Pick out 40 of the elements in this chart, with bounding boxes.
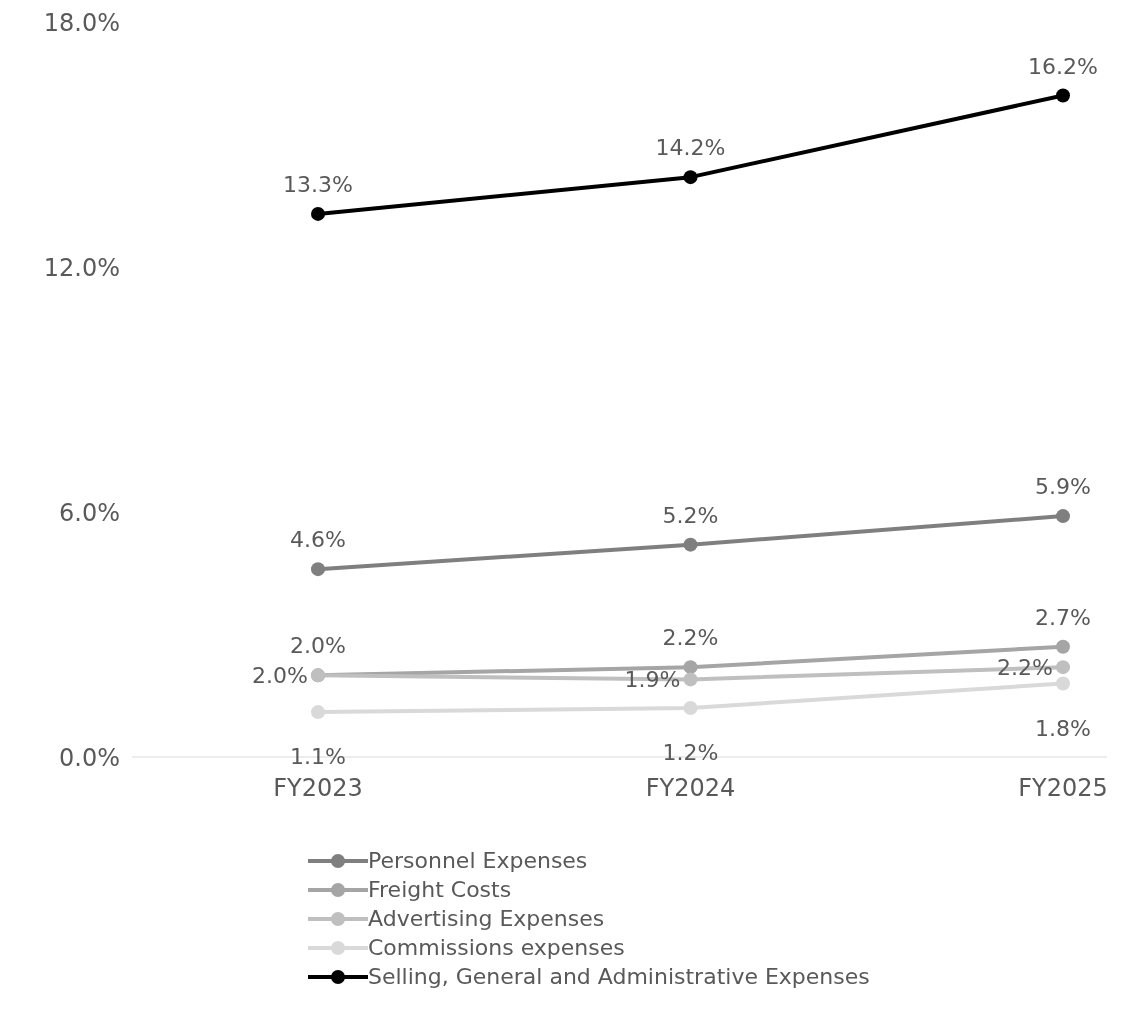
point: [311, 705, 325, 720]
data-label: 2.7%: [1035, 604, 1091, 630]
data-label: 4.6%: [290, 527, 346, 553]
data-label: 2.2%: [662, 625, 719, 651]
data-label: 13.3%: [283, 171, 353, 197]
data-label: 1.9%: [624, 667, 681, 693]
point: [1056, 88, 1070, 103]
point: [1056, 660, 1070, 675]
y-tick-label: 0.0%: [59, 743, 120, 772]
data-label: 14.2%: [655, 135, 726, 161]
point: [311, 562, 325, 577]
legend-label: Personnel Expenses: [368, 848, 588, 873]
x-tick-label: FY2025: [1018, 774, 1108, 803]
y-tick-label: 18.0%: [43, 8, 120, 37]
point: [1056, 676, 1070, 691]
point: [683, 701, 698, 715]
point: [683, 660, 698, 675]
point: [683, 170, 698, 185]
data-label: 1.1%: [290, 744, 346, 770]
data-label: 2.0%: [252, 663, 308, 689]
data-label: 2.2%: [997, 655, 1053, 681]
y-tick-label: 12.0%: [43, 253, 120, 282]
point: [683, 672, 698, 687]
data-label: 5.9%: [1035, 474, 1091, 500]
legend-label: Selling, General and Administrative Expenses: [368, 964, 870, 989]
legend-label: Advertising Expenses: [368, 906, 605, 931]
data-label: 2.0%: [290, 633, 346, 659]
point: [683, 537, 698, 552]
data-label: 16.2%: [1028, 53, 1098, 79]
point: [1056, 639, 1070, 654]
data-label: 1.8%: [1035, 715, 1091, 741]
x-tick-label: FY2023: [273, 774, 363, 803]
legend-label: Freight Costs: [368, 877, 512, 902]
y-tick-label: 6.0%: [59, 498, 120, 527]
data-label: 5.2%: [662, 502, 719, 528]
point: [311, 206, 325, 221]
point: [1056, 509, 1070, 524]
x-tick-label: FY2024: [645, 774, 736, 803]
data-label: 1.2%: [662, 740, 719, 765]
legend-label: Commissions expenses: [368, 935, 625, 960]
